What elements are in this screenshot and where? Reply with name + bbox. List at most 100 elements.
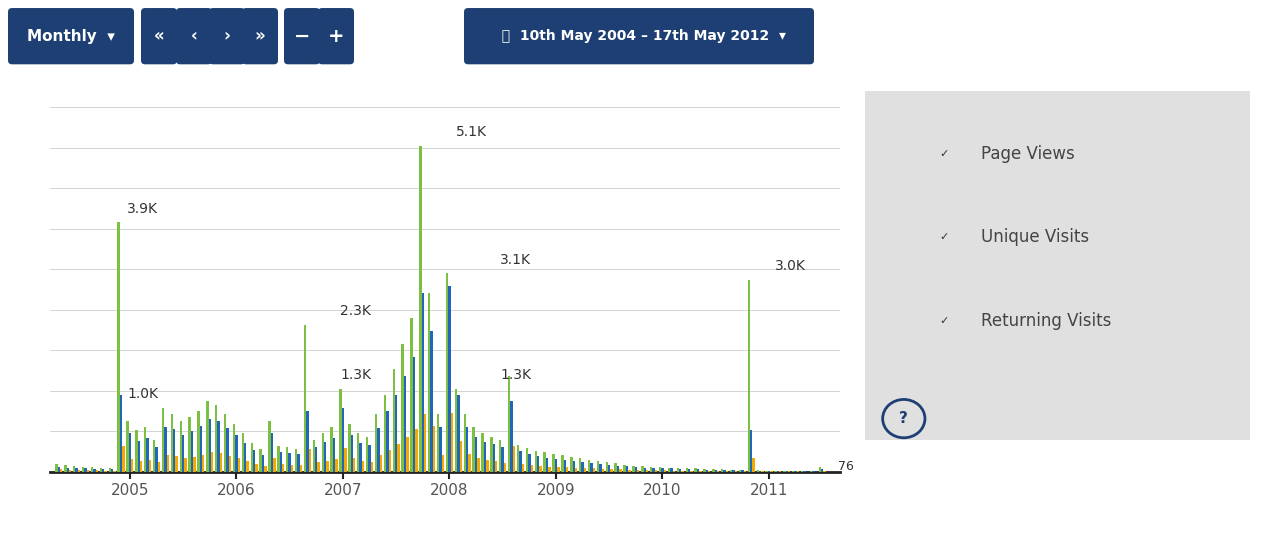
Bar (741, 471, 744, 472)
Bar (442, 455, 444, 472)
Bar (424, 414, 427, 472)
Bar (349, 424, 350, 472)
Bar (362, 461, 364, 472)
Bar (567, 467, 568, 472)
Bar (291, 465, 294, 472)
Bar (451, 413, 453, 472)
Bar (379, 456, 382, 472)
Bar (583, 468, 586, 472)
Bar (171, 414, 173, 472)
Bar (203, 455, 205, 472)
Bar (537, 456, 540, 472)
Text: 1.0K: 1.0K (127, 388, 158, 401)
Bar (519, 451, 522, 472)
Bar (219, 453, 222, 472)
Text: Returning Visits: Returning Visits (981, 312, 1111, 330)
Bar (277, 446, 279, 472)
FancyBboxPatch shape (873, 306, 915, 337)
Bar (592, 468, 595, 472)
Bar (55, 464, 58, 472)
Bar (662, 468, 664, 472)
Bar (750, 430, 753, 472)
Bar (670, 468, 673, 472)
Bar (67, 467, 69, 472)
Bar (288, 453, 291, 472)
Bar (753, 458, 755, 472)
Bar (103, 469, 104, 472)
Bar (637, 470, 640, 472)
Text: 3.9K: 3.9K (127, 202, 158, 216)
Bar (428, 293, 431, 472)
FancyBboxPatch shape (464, 8, 814, 64)
Bar (60, 469, 63, 472)
Bar (714, 470, 717, 472)
Bar (96, 471, 97, 472)
Bar (690, 471, 692, 472)
Bar (717, 471, 719, 472)
Bar (383, 395, 386, 472)
Bar (109, 468, 112, 472)
Bar (297, 455, 300, 472)
Text: 2.3K: 2.3K (340, 304, 370, 318)
Bar (650, 467, 653, 472)
Bar (76, 468, 78, 472)
Bar (162, 408, 164, 472)
Bar (336, 459, 337, 472)
Bar (185, 458, 187, 472)
Bar (350, 435, 353, 472)
Bar (237, 458, 240, 472)
Text: ?: ? (900, 411, 908, 426)
Bar (122, 446, 124, 472)
Bar (705, 470, 708, 472)
Bar (304, 325, 306, 472)
Bar (481, 433, 483, 472)
Bar (262, 455, 264, 472)
Text: Monthly  ▾: Monthly ▾ (27, 29, 115, 43)
Bar (574, 467, 577, 472)
Bar (510, 401, 513, 472)
Bar (783, 471, 786, 472)
Bar (646, 470, 649, 472)
Bar (682, 471, 683, 472)
Bar (313, 440, 315, 472)
Bar (544, 452, 546, 472)
Bar (113, 471, 115, 472)
Bar (492, 444, 495, 472)
FancyBboxPatch shape (141, 8, 177, 64)
Bar (732, 470, 735, 472)
Text: ✓: ✓ (940, 149, 949, 159)
Bar (617, 466, 619, 472)
Bar (215, 405, 218, 472)
Bar (212, 452, 213, 472)
Bar (377, 428, 379, 472)
Bar (699, 471, 701, 472)
Bar (774, 471, 777, 472)
Bar (392, 369, 395, 472)
Bar (546, 458, 549, 472)
Bar (747, 280, 750, 472)
Bar (628, 470, 631, 472)
Bar (58, 466, 60, 472)
Text: −: − (294, 27, 310, 46)
Bar (555, 459, 558, 472)
Text: +: + (328, 27, 345, 46)
Bar (69, 470, 72, 472)
Bar (340, 389, 342, 472)
Bar (397, 444, 400, 472)
Bar (200, 426, 203, 472)
Bar (632, 466, 635, 472)
Bar (104, 471, 106, 472)
Bar (118, 222, 119, 472)
Bar (358, 433, 359, 472)
Bar (415, 429, 418, 472)
Bar (127, 421, 128, 472)
Text: Page Views: Page Views (981, 145, 1074, 163)
Bar (410, 318, 413, 472)
Bar (112, 469, 113, 472)
Text: 5.1K: 5.1K (455, 125, 487, 139)
Bar (286, 448, 288, 472)
Bar (333, 438, 336, 472)
Bar (242, 433, 244, 472)
Bar (146, 438, 149, 472)
Bar (94, 469, 96, 472)
